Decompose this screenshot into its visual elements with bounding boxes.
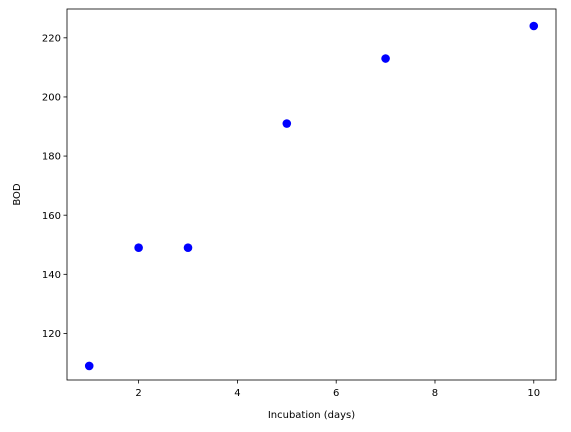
y-axis-label: BOD [12, 183, 23, 206]
data-points [84, 21, 539, 371]
plot-frame [66, 8, 557, 381]
data-point [381, 54, 390, 63]
x-axis: 2 4 6 8 10 [135, 380, 540, 399]
y-tick-label: 160 [42, 211, 61, 222]
x-tick-label: 2 [135, 388, 141, 399]
x-tick-label: 8 [432, 388, 438, 399]
data-point [134, 243, 143, 253]
y-tick-label: 140 [42, 270, 61, 281]
x-tick-label: 6 [333, 388, 339, 399]
data-point [183, 243, 193, 253]
y-tick-label: 200 [42, 93, 61, 104]
x-tick-label: 4 [234, 388, 240, 399]
y-tick-label: 180 [42, 152, 61, 163]
data-point [529, 21, 539, 31]
x-tick-label: 10 [527, 388, 540, 399]
x-axis-label: Incubation (days) [268, 410, 355, 421]
y-axis: 120 140 160 180 200 220 [42, 33, 67, 340]
data-point [282, 119, 292, 128]
y-tick-label: 120 [42, 329, 61, 340]
y-tick-label: 220 [42, 33, 61, 44]
data-point [84, 361, 94, 371]
